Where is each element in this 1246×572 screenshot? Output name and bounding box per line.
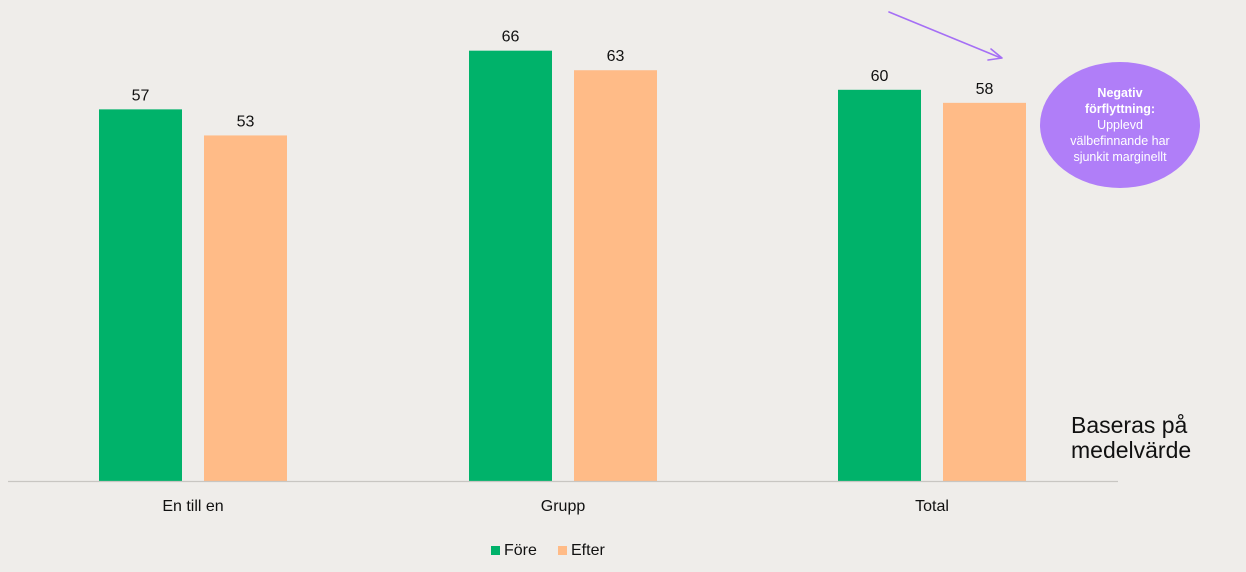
legend-label-efter: Efter (571, 542, 605, 559)
bar-fore-1 (469, 50, 552, 482)
data-label-efter-2: 58 (976, 81, 994, 98)
data-label-fore-2: 60 (871, 68, 889, 85)
legend-swatch-efter (558, 546, 567, 555)
bar-efter-0 (204, 135, 287, 481)
data-label-efter-0: 53 (237, 113, 255, 130)
annotation-bubble: Negativ förflyttning: Upplevd välbefinna… (1040, 62, 1200, 188)
basis-note: Baseras på medelvärde (1071, 412, 1192, 463)
x-tick-label-2: Total (915, 498, 949, 515)
x-tick-label-1: Grupp (541, 498, 586, 515)
annotation-body: Upplevd välbefinnande har sjunkit margin… (1070, 118, 1170, 164)
bar-fore-2 (838, 89, 921, 482)
data-label-fore-0: 57 (132, 87, 150, 104)
data-label-fore-1: 66 (502, 29, 520, 46)
annotation-heading: Negativ förflyttning: (1084, 86, 1156, 116)
legend-swatch-fore (491, 546, 500, 555)
data-label-efter-1: 63 (607, 48, 625, 65)
x-tick-label-0: En till en (162, 498, 223, 515)
annotation-arrow-line (888, 11, 1002, 59)
bar-fore-0 (99, 109, 182, 482)
annotation-arrow-head (987, 48, 1003, 61)
legend-label-fore: Före (504, 542, 537, 559)
bar-efter-1 (574, 70, 657, 482)
bar-efter-2 (943, 102, 1026, 481)
